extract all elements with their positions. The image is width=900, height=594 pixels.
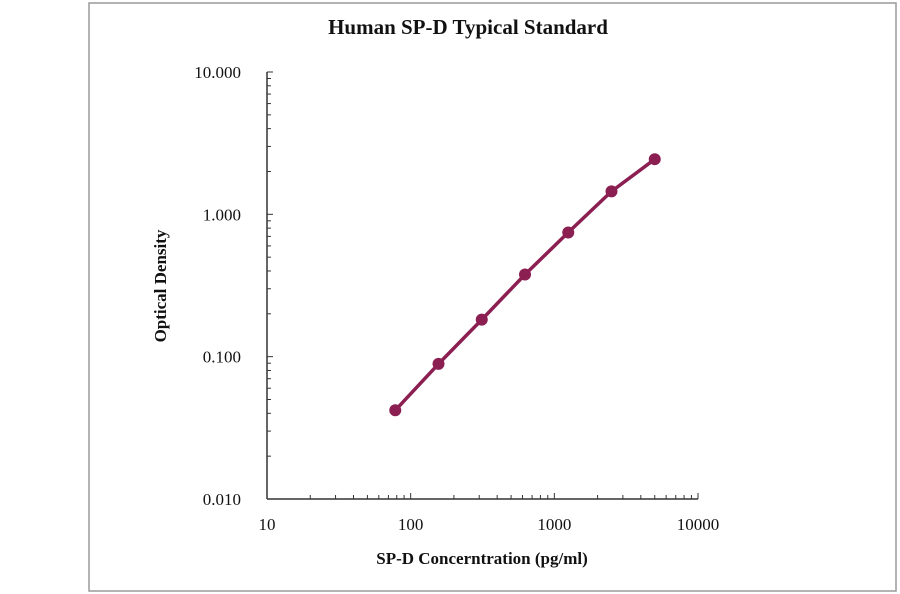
x-tick-label: 10: [259, 515, 276, 534]
x-tick-label: 100: [398, 515, 424, 534]
data-point: [562, 226, 575, 239]
x-tick-label: 1000: [537, 515, 571, 534]
chart-title: Human SP-D Typical Standard: [328, 15, 608, 39]
data-point: [475, 313, 488, 326]
x-axis-label: SP-D Concerntration (pg/ml): [376, 549, 588, 568]
data-point: [432, 357, 445, 370]
y-tick-label: 10.000: [194, 63, 241, 82]
data-point: [389, 404, 402, 417]
y-tick-label: 0.100: [203, 348, 241, 367]
data-point: [648, 153, 661, 166]
data-point: [605, 185, 618, 198]
data-point: [519, 268, 532, 281]
y-tick-label: 0.010: [203, 490, 241, 509]
chart-border: [88, 2, 897, 592]
y-tick-label: 1.000: [203, 205, 241, 224]
x-tick-label: 10000: [677, 515, 720, 534]
y-axis-label: Optical Density: [151, 229, 170, 342]
